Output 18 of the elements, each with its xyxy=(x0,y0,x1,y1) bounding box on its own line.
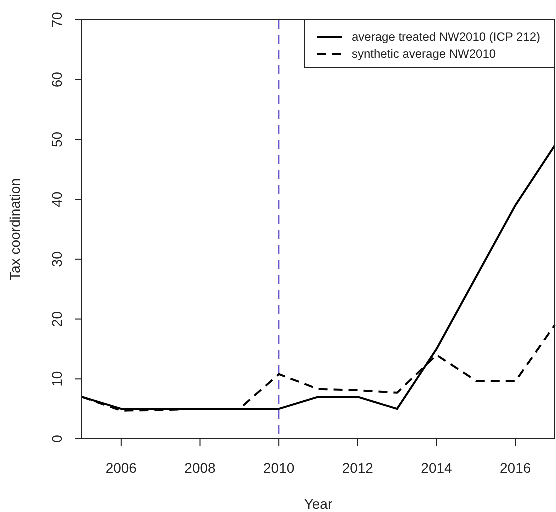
y-tick-label: 30 xyxy=(49,251,65,268)
y-tick-label: 0 xyxy=(49,434,65,443)
y-axis-title: Tax coordination xyxy=(7,178,23,280)
y-tick-label: 60 xyxy=(49,72,65,88)
y-tick-label: 40 xyxy=(49,192,65,208)
y-tick-label: 70 xyxy=(49,12,65,28)
legend-label: average treated NW2010 (ICP 212) xyxy=(352,30,541,44)
x-tick-label: 2014 xyxy=(421,460,453,476)
x-tick-label: 2006 xyxy=(106,460,138,476)
x-tick-label: 2010 xyxy=(264,460,295,476)
x-axis-title: Year xyxy=(304,496,333,512)
legend-label: synthetic average NW2010 xyxy=(352,47,496,61)
y-tick-label: 10 xyxy=(49,371,65,387)
y-tick-label: 50 xyxy=(49,132,65,148)
x-tick-label: 2012 xyxy=(342,460,374,476)
y-tick-label: 20 xyxy=(49,311,65,328)
x-tick-label: 2016 xyxy=(500,460,532,476)
x-tick-label: 2008 xyxy=(184,460,216,476)
